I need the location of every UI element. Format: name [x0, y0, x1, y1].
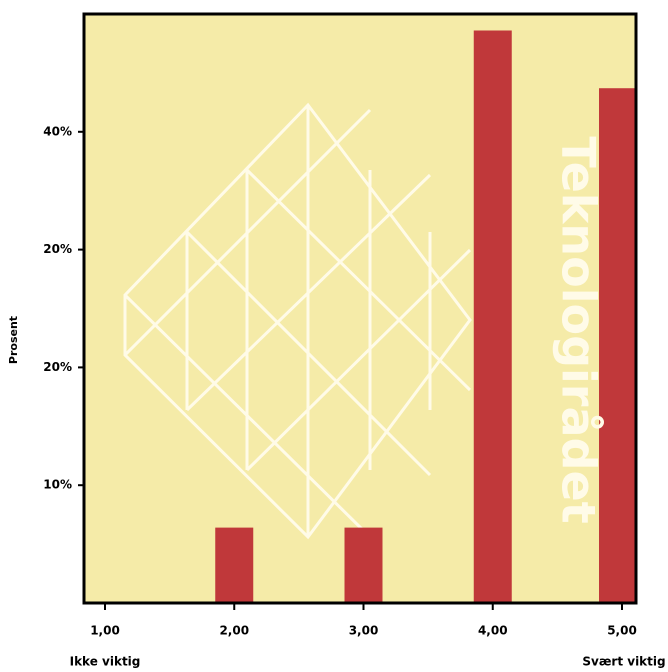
y-tick-label: 20% — [43, 360, 72, 374]
y-axis-label: Prosent — [7, 316, 20, 364]
y-tick-label: 40% — [43, 124, 72, 138]
x-tick-label: 2,00 — [219, 624, 249, 638]
chart: Teknologirådet Prosent Ikke viktig Svært… — [0, 0, 668, 672]
annotation: Ikke viktig — [70, 655, 141, 669]
x-tick-label: 5,00 — [607, 624, 637, 638]
y-tick-label: 20% — [43, 242, 72, 256]
bar — [215, 528, 253, 603]
x-tick-label: 1,00 — [90, 624, 120, 638]
bar — [474, 30, 512, 603]
bar — [345, 528, 383, 603]
watermark: Teknologirådet — [552, 136, 606, 523]
annotation: Svært viktig — [582, 655, 665, 669]
x-tick-label: 4,00 — [478, 624, 508, 638]
x-tick-label: 3,00 — [349, 624, 379, 638]
y-tick-label: 10% — [43, 478, 72, 492]
